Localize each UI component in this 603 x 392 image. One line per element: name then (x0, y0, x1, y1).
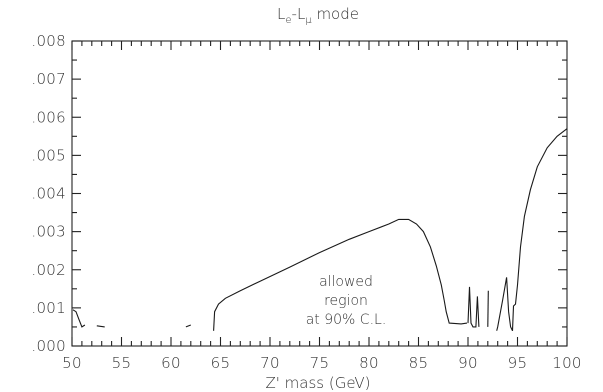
x-tick-label: 75 (310, 354, 330, 372)
x-tick-label: 50 (62, 354, 82, 372)
y-tick-label: .007 (31, 70, 66, 88)
title-l-mu: L (297, 5, 305, 23)
y-tick-label: .008 (31, 32, 66, 50)
y-tick-label: .001 (31, 299, 66, 317)
title-mode: mode (312, 5, 359, 23)
allowed-region-curve (96, 325, 105, 328)
x-tick-label: 65 (211, 354, 231, 372)
y-tick-label: .006 (31, 108, 66, 126)
annotation-line-3: at 90% C.L. (306, 312, 387, 328)
annotation-line-1: allowed (319, 274, 373, 290)
title-sub-mu: μ (305, 15, 312, 26)
title-l-e: L (277, 5, 285, 23)
allowed-region-curve (72, 309, 86, 328)
allowed-region-curve (467, 286, 480, 328)
x-tick-label: 55 (112, 354, 132, 372)
x-tick-label: 80 (359, 354, 379, 372)
annotation-line-2: region (324, 293, 368, 309)
x-tick-labels: 50 55 60 65 70 75 80 85 90 95 100 (62, 354, 582, 372)
chart-title: Le-Lμ mode (277, 5, 359, 26)
y-tick-label: .002 (31, 261, 66, 279)
x-tick-label: 90 (458, 354, 478, 372)
title-dash: - (292, 5, 297, 23)
x-tick-label: 70 (260, 354, 280, 372)
y-tick-labels: .000 .001 .002 .003 .004 .005 .006 .007 .008 (31, 32, 66, 355)
annotation-allowed-region: allowed region at 90% C.L. (306, 274, 387, 328)
x-tick-label: 85 (409, 354, 429, 372)
x-axis-label: Z' mass (GeV) (265, 374, 370, 392)
allowed-region-curve (487, 290, 489, 327)
x-tick-label: 95 (508, 354, 528, 372)
y-tick-label: .003 (31, 223, 66, 241)
data-series (72, 128, 568, 332)
allowed-region-curve (185, 324, 191, 328)
y-tick-label: .005 (31, 146, 66, 164)
allowed-region-curve (213, 218, 468, 331)
x-tick-label: 60 (161, 354, 181, 372)
axis-ticks (71, 40, 568, 347)
title-sub-e: e (285, 15, 291, 26)
y-tick-label: .000 (31, 337, 66, 355)
allowed-region-curve (496, 128, 568, 332)
x-tick-label: 100 (552, 354, 582, 372)
y-tick-label: .004 (31, 185, 66, 203)
